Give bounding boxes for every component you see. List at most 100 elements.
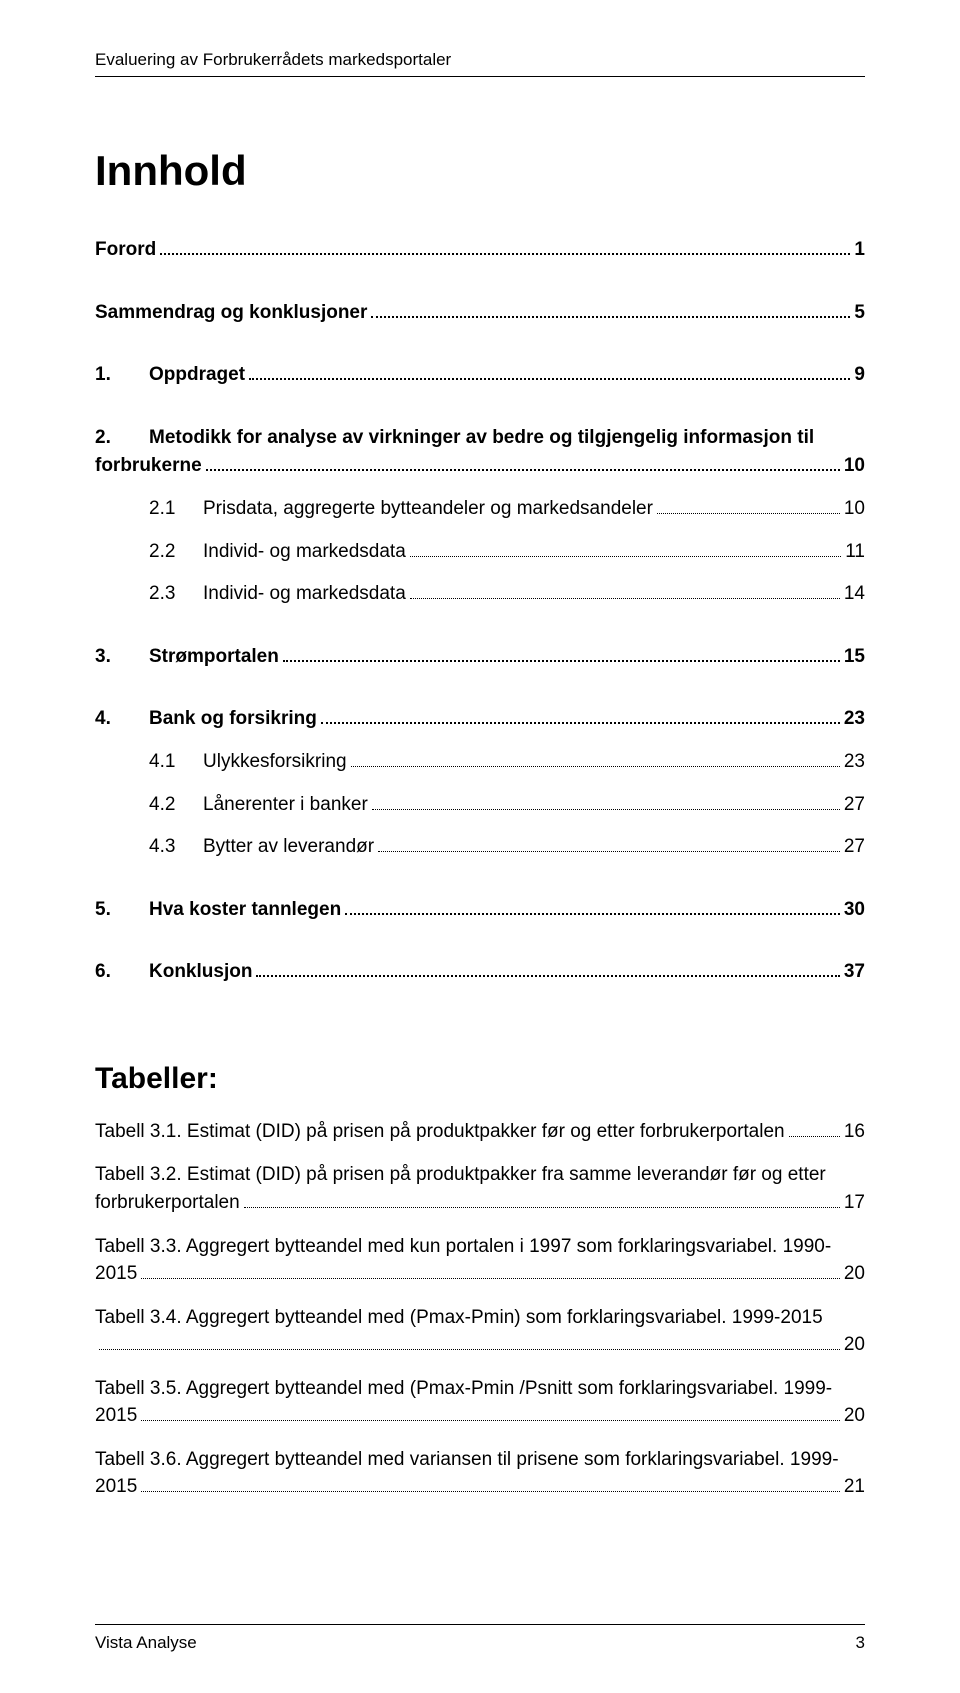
toc-num: 2.3	[149, 581, 203, 608]
toc-text: Individ- og markedsdata	[203, 581, 406, 608]
table-entry-text: 2015	[95, 1260, 137, 1288]
toc-text: Bank og forsikring	[149, 706, 317, 733]
table-entry-lastline: 2015 20	[95, 1402, 865, 1430]
table-entry-text: forbrukerportalen	[95, 1189, 240, 1217]
table-page: 16	[844, 1118, 865, 1146]
toc-num: 5.	[95, 897, 149, 924]
tables-title: Tabeller:	[95, 1062, 865, 1096]
toc-num: 6.	[95, 959, 149, 986]
toc-page: 1	[854, 237, 865, 264]
toc-entry: Sammendrag og konklusjoner5	[95, 300, 865, 327]
toc-num: 4.	[95, 706, 149, 733]
toc-text: Individ- og markedsdata	[203, 539, 406, 566]
toc-dots	[789, 1136, 840, 1137]
toc-dots	[206, 469, 840, 471]
toc-entry: 4.Bank og forsikring 23	[95, 706, 865, 733]
table-entry-text: 2015	[95, 1402, 137, 1430]
toc-dots	[256, 975, 839, 977]
table-entry-lastline: 2015 20	[95, 1260, 865, 1288]
table-entry-lastline: forbrukerportalen17	[95, 1189, 865, 1217]
toc-entry: Forord 1	[95, 237, 865, 264]
table-entry: Tabell 3.3. Aggregert bytteandel med kun…	[95, 1233, 865, 1288]
footer-left: Vista Analyse	[95, 1633, 197, 1653]
toc-dots	[410, 556, 841, 557]
toc-dots	[244, 1207, 840, 1208]
toc-num: 4.3	[149, 834, 203, 861]
toc-list: Forord 1 Sammendrag og konklusjoner5 1.Oppd…	[95, 237, 865, 986]
toc-dots	[141, 1420, 840, 1421]
toc-num: 2.1	[149, 496, 203, 523]
toc-num: 2.2	[149, 539, 203, 566]
toc-entry: 4.1Ulykkesforsikring 23	[95, 749, 865, 776]
toc-entry: 2.2Individ- og markedsdata11	[95, 539, 865, 566]
toc-page: 23	[844, 706, 865, 733]
page-footer: Vista Analyse 3	[95, 1624, 865, 1653]
toc-text: Prisdata, aggregerte bytteandeler og mar…	[203, 496, 653, 523]
toc-page: 23	[844, 749, 865, 776]
toc-text: Konklusjon	[149, 959, 252, 986]
toc-dots	[99, 1349, 840, 1350]
toc-num: 2.	[95, 425, 149, 452]
toc-entry: 3.Strømportalen15	[95, 644, 865, 671]
table-entry: Tabell 3.1. Estimat (DID) på prisen på p…	[95, 1118, 865, 1146]
toc-dots	[321, 722, 840, 724]
toc-dots	[372, 809, 840, 810]
table-entry-text: Tabell 3.4. Aggregert bytteandel med (Pm…	[95, 1304, 865, 1332]
toc-text: Metodikk for analyse av virkninger av be…	[149, 425, 814, 452]
toc-text: Lånerenter i banker	[203, 792, 368, 819]
toc-page: 27	[844, 792, 865, 819]
footer-page-number: 3	[856, 1633, 865, 1653]
toc-num: 1.	[95, 362, 149, 389]
toc-entry: 5.Hva koster tannlegen 30	[95, 897, 865, 924]
table-entry-lastline: 201521	[95, 1473, 865, 1501]
toc-page: 15	[844, 644, 865, 671]
toc-title: Innhold	[95, 147, 865, 195]
toc-dots	[657, 513, 840, 514]
toc-dots	[141, 1491, 840, 1492]
table-entry-lastline: Tabell 3.1. Estimat (DID) på prisen på p…	[95, 1118, 865, 1146]
toc-dots	[345, 913, 840, 915]
toc-page: 37	[844, 959, 865, 986]
toc-entry: 2.Metodikk for analyse av virkninger av …	[95, 425, 865, 452]
tables-list: Tabell 3.1. Estimat (DID) på prisen på p…	[95, 1118, 865, 1501]
toc-dots	[410, 598, 840, 599]
table-entry: Tabell 3.5. Aggregert bytteandel med (Pm…	[95, 1375, 865, 1430]
table-entry-text: Tabell 3.6. Aggregert bytteandel med var…	[95, 1446, 865, 1474]
toc-num: 4.2	[149, 792, 203, 819]
page-header: Evaluering av Forbrukerrådets markedspor…	[95, 50, 865, 77]
toc-text: forbrukerne	[95, 453, 202, 480]
toc-num: 4.1	[149, 749, 203, 776]
toc-entry: 1.Oppdraget9	[95, 362, 865, 389]
toc-entry: 2.1Prisdata, aggregerte bytteandeler og …	[95, 496, 865, 523]
table-entry-text: Tabell 3.1. Estimat (DID) på prisen på p…	[95, 1118, 785, 1146]
table-entry-text: Tabell 3.3. Aggregert bytteandel med kun…	[95, 1233, 865, 1261]
table-page: 20	[844, 1402, 865, 1430]
toc-dots	[160, 253, 850, 255]
toc-page: 10	[844, 496, 865, 523]
toc-dots	[283, 660, 840, 662]
toc-dots	[141, 1278, 840, 1279]
toc-dots	[371, 316, 850, 318]
toc-dots	[249, 378, 850, 380]
toc-entry: 2.3Individ- og markedsdata 14	[95, 581, 865, 608]
toc-entry: 4.3Bytter av leverandør27	[95, 834, 865, 861]
toc-entry: 4.2Lånerenter i banker 27	[95, 792, 865, 819]
toc-entry: 6.Konklusjon 37	[95, 959, 865, 986]
toc-text: Forord	[95, 237, 156, 264]
table-entry-lastline: 20	[95, 1331, 865, 1359]
toc-page: 30	[844, 897, 865, 924]
table-page: 20	[844, 1260, 865, 1288]
toc-dots	[378, 851, 840, 852]
table-entry-text: Tabell 3.5. Aggregert bytteandel med (Pm…	[95, 1375, 865, 1403]
toc-text: Strømportalen	[149, 644, 279, 671]
toc-page: 14	[844, 581, 865, 608]
toc-page: 9	[854, 362, 865, 389]
table-entry: Tabell 3.6. Aggregert bytteandel med var…	[95, 1446, 865, 1501]
toc-text: Hva koster tannlegen	[149, 897, 341, 924]
table-entry-text: Tabell 3.2. Estimat (DID) på prisen på p…	[95, 1161, 865, 1189]
table-entry: Tabell 3.2. Estimat (DID) på prisen på p…	[95, 1161, 865, 1216]
toc-text: Ulykkesforsikring	[203, 749, 347, 776]
toc-page: 5	[854, 300, 865, 327]
toc-dots	[351, 766, 840, 767]
toc-page: 10	[844, 453, 865, 480]
